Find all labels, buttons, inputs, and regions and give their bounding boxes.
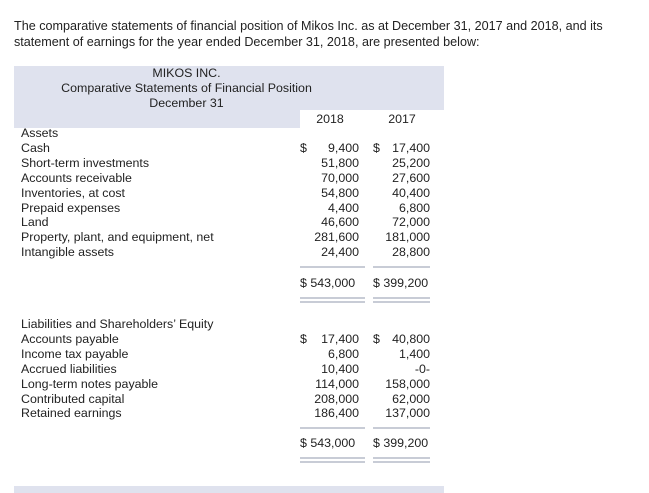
assets-total-2018: $ 543,000: [300, 276, 356, 290]
assets-total-2017: $ 399,200: [373, 276, 429, 290]
asset-label: Inventories, at cost: [21, 186, 125, 200]
liability-value-2017: 62,000: [392, 392, 430, 406]
liability-value-2017: 1,400: [398, 347, 430, 361]
asset-value-2017: 25,200: [392, 156, 430, 170]
year-2017-header: 2017: [388, 112, 416, 126]
subtotal-rule: [300, 427, 365, 429]
liabilities-heading: Liabilities and Shareholders’ Equity: [21, 317, 214, 331]
liability-label: Retained earnings: [21, 406, 122, 420]
liabilities-total-2017: $ 399,200: [373, 436, 429, 450]
intro-text: The comparative statements of financial …: [14, 19, 603, 49]
asset-value-2017: 17,400: [392, 141, 430, 155]
asset-value-2018: 9,400: [327, 141, 359, 155]
liability-value-2018: 208,000: [314, 392, 359, 406]
total-double-rule: [373, 301, 430, 303]
total-double-rule: [300, 457, 365, 459]
liability-value-2017: -0-: [414, 362, 430, 376]
asset-label: Land: [21, 215, 49, 229]
statement-date: December 31: [149, 96, 224, 110]
liability-label: Long-term notes payable: [21, 377, 159, 391]
financial-position-table: MIKOS INC. Comparative Statements of Fin…: [14, 66, 444, 486]
liability-value-2018: 6,800: [327, 347, 359, 361]
total-double-rule: [300, 301, 365, 303]
asset-label: Prepaid expenses: [21, 201, 121, 215]
total-double-rule: [373, 461, 430, 463]
table-header: MIKOS INC. Comparative Statements of Fin…: [14, 66, 444, 128]
year-header-bg-inner: [300, 110, 444, 128]
asset-value-2018: 54,800: [321, 186, 359, 200]
asset-label: Short-term investments: [21, 156, 150, 170]
liability-value-2017: 40,800: [392, 332, 430, 346]
liability-value-2017: 137,000: [385, 406, 430, 420]
total-double-rule: [373, 297, 430, 299]
liability-label: Income tax payable: [21, 347, 129, 361]
year-2018-header: 2018: [316, 112, 344, 126]
asset-value-2017: 72,000: [392, 215, 430, 229]
liability-label: Contributed capital: [21, 392, 125, 406]
subtotal-rule: [300, 266, 365, 268]
total-double-rule: [300, 461, 365, 463]
asset-value-2018: 70,000: [321, 171, 359, 185]
asset-label: Cash: [21, 141, 50, 155]
asset-label: Intangible assets: [21, 245, 114, 259]
assets-heading: Assets: [21, 126, 59, 140]
asset-value-2017: 28,800: [392, 245, 430, 259]
dollar-sign: $: [373, 141, 380, 155]
asset-value-2017: 6,800: [398, 201, 430, 215]
statement-title: Comparative Statements of Financial Posi…: [61, 81, 312, 95]
liability-label: Accounts payable: [21, 332, 119, 346]
liabilities-total-2018: $ 543,000: [300, 436, 356, 450]
liability-label: Accrued liabilities: [21, 362, 117, 376]
dollar-sign: $: [373, 332, 380, 346]
total-double-rule: [373, 457, 430, 459]
liability-value-2018: 186,400: [314, 406, 359, 420]
asset-value-2018: 46,600: [321, 215, 359, 229]
asset-value-2018: 51,800: [321, 156, 359, 170]
asset-value-2017: 40,400: [392, 186, 430, 200]
asset-value-2017: 181,000: [385, 230, 430, 244]
asset-value-2017: 27,600: [392, 171, 430, 185]
asset-value-2018: 4,400: [327, 201, 359, 215]
asset-value-2018: 24,400: [321, 245, 359, 259]
total-double-rule: [300, 297, 365, 299]
dollar-sign: $: [300, 332, 307, 346]
table-footer-bar: [14, 486, 444, 493]
subtotal-rule: [373, 427, 430, 429]
liability-value-2017: 158,000: [385, 377, 430, 391]
asset-label: Property, plant, and equipment, net: [21, 230, 214, 244]
subtotal-rule: [373, 266, 430, 268]
company-name: MIKOS INC.: [152, 66, 221, 80]
dollar-sign: $: [300, 141, 307, 155]
liability-value-2018: 114,000: [315, 377, 359, 391]
liability-value-2018: 17,400: [321, 332, 359, 346]
asset-label: Accounts receivable: [21, 171, 132, 185]
asset-value-2018: 281,600: [314, 230, 359, 244]
liability-value-2018: 10,400: [321, 362, 359, 376]
